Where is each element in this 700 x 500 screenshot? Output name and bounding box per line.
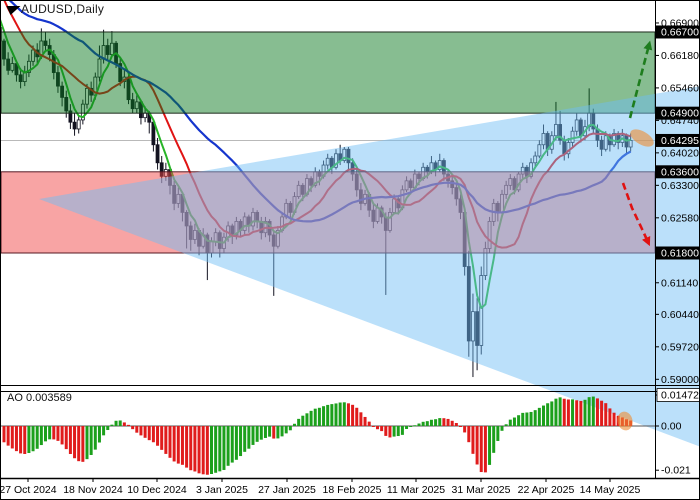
- svg-text:0.60440: 0.60440: [661, 309, 699, 321]
- svg-text:0.64295: 0.64295: [661, 135, 699, 147]
- svg-text:0.63600: 0.63600: [661, 166, 699, 178]
- svg-text:0.62580: 0.62580: [661, 212, 699, 224]
- svg-text:27 Oct 2024: 27 Oct 2024: [1, 484, 57, 496]
- svg-text:18 Nov 2024: 18 Nov 2024: [63, 484, 123, 496]
- svg-text:0.63300: 0.63300: [661, 180, 699, 192]
- svg-text:0.64020: 0.64020: [661, 147, 699, 159]
- svg-text:27 Jan 2025: 27 Jan 2025: [258, 484, 316, 496]
- svg-text:0.00: 0.00: [661, 421, 682, 433]
- svg-text:0.014729: 0.014729: [661, 389, 699, 401]
- symbol-marker-icon: [3, 6, 21, 15]
- svg-text:31 Mar 2025: 31 Mar 2025: [452, 484, 511, 496]
- svg-text:0.65460: 0.65460: [661, 82, 699, 94]
- svg-text:0.59000: 0.59000: [661, 374, 699, 386]
- svg-text:0.61800: 0.61800: [661, 248, 699, 260]
- ao-indicator-label: AO 0.003589: [7, 392, 72, 404]
- chart-title: AUDUSD,Daily: [21, 2, 105, 16]
- svg-text:-0.021: -0.021: [661, 465, 691, 477]
- svg-text:0.59720: 0.59720: [661, 341, 699, 353]
- svg-text:0.66700: 0.66700: [661, 26, 699, 38]
- svg-text:0.64900: 0.64900: [661, 108, 699, 120]
- svg-text:0.66180: 0.66180: [661, 50, 699, 62]
- svg-text:0.61140: 0.61140: [661, 277, 698, 289]
- svg-text:22 Apr 2025: 22 Apr 2025: [518, 484, 575, 496]
- svg-text:3 Jan 2025: 3 Jan 2025: [196, 484, 248, 496]
- svg-text:14 May 2025: 14 May 2025: [580, 484, 641, 496]
- svg-text:11 Mar 2025: 11 Mar 2025: [387, 484, 445, 496]
- svg-text:10 Dec 2024: 10 Dec 2024: [127, 484, 187, 496]
- svg-text:18 Feb 2025: 18 Feb 2025: [323, 484, 382, 496]
